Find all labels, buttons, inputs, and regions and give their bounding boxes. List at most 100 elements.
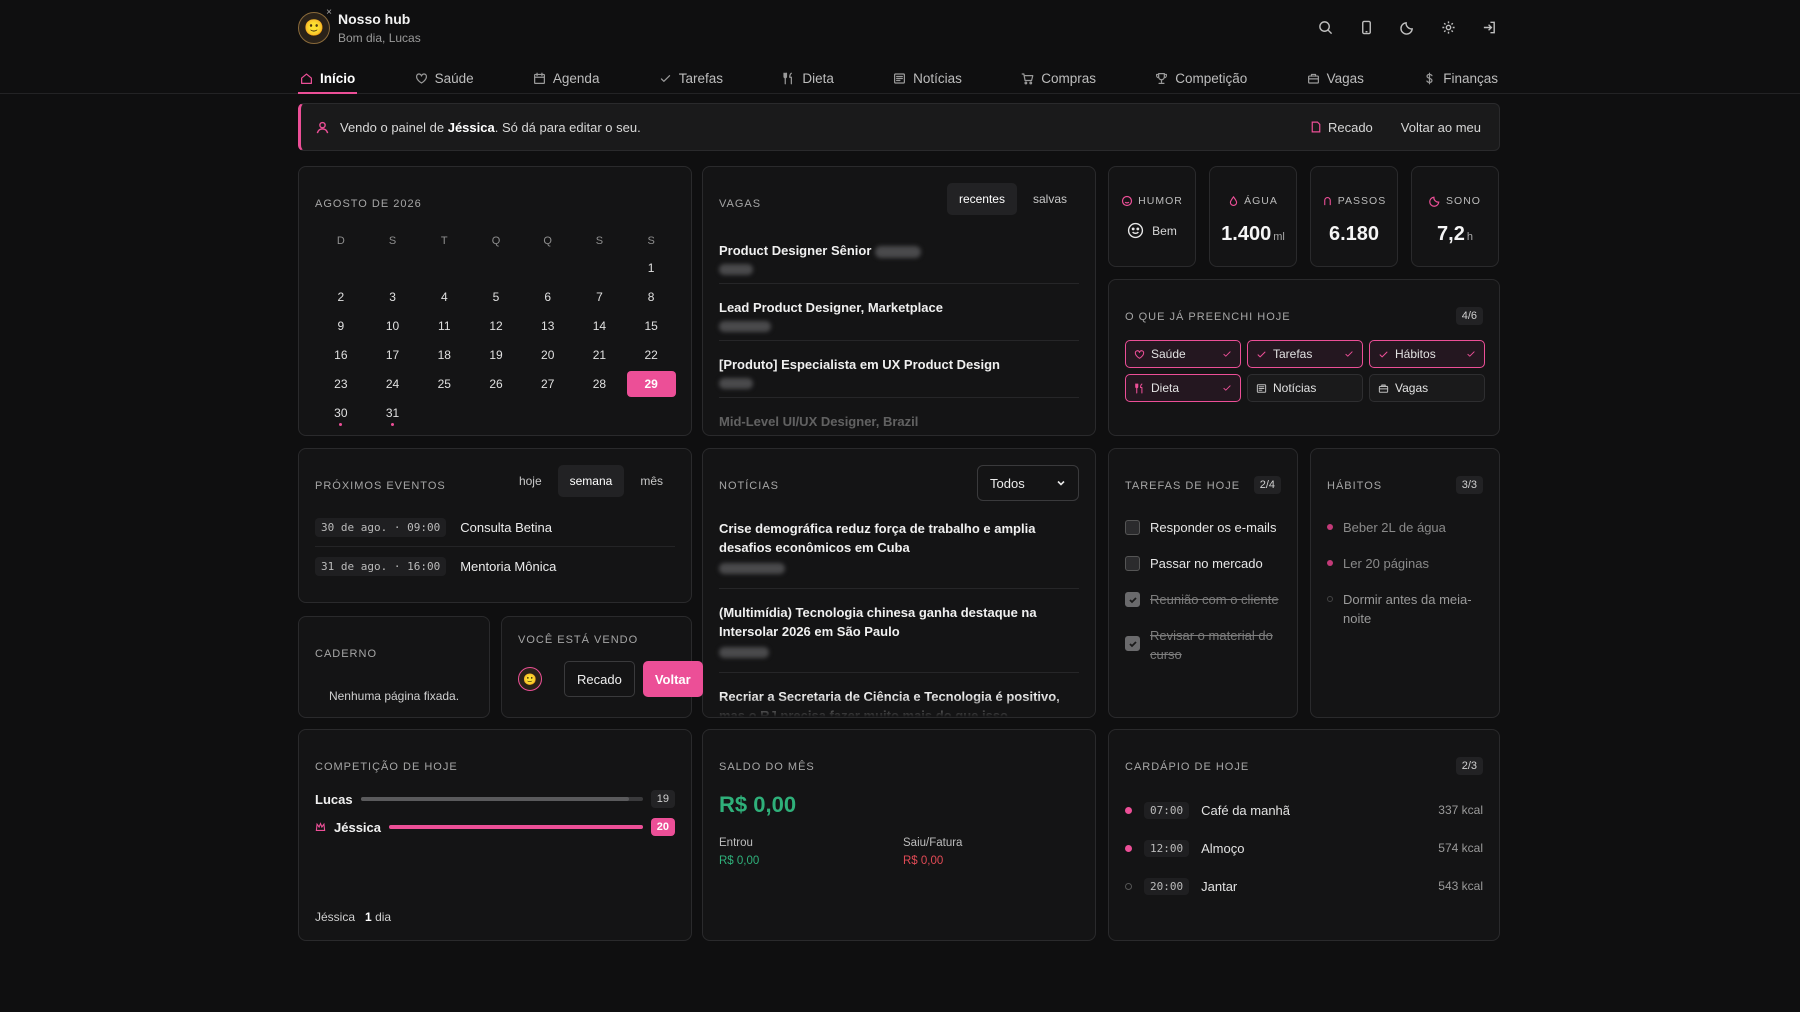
calendar-day[interactable]: 30 [315,398,367,427]
saldo-card: SALDO DO MÊS R$ 0,00 Entrou R$ 0,00 Saiu/… [702,729,1096,941]
habit-item[interactable]: Ler 20 páginas [1327,554,1483,573]
tab-agenda[interactable]: Agenda [531,62,602,94]
chip-dieta[interactable]: Dieta [1125,374,1241,402]
saldo-out-value: R$ 0,00 [903,855,944,867]
task-checkbox[interactable] [1125,520,1140,535]
search-icon[interactable] [1315,17,1336,38]
calendar-day[interactable]: 8 [647,289,655,304]
calendar-day[interactable]: 15 [644,318,658,333]
calendar-day[interactable]: 16 [334,347,348,362]
caderno-empty-text: Nenhuma página fixada. [328,689,460,703]
calendar-day[interactable]: 5 [492,289,500,304]
cardapio-card: CARDÁPIO DE HOJE 2/3 07:00 Café da manhã 3… [1108,729,1500,941]
calendar-day[interactable]: 13 [541,318,555,333]
calendar-day[interactable]: 7 [596,289,603,304]
phone-icon[interactable] [1356,17,1377,38]
calendar-day[interactable]: 6 [544,289,552,304]
meal-time: 20:00 [1144,877,1190,895]
habit-item[interactable]: Beber 2L de água [1327,518,1483,537]
calendar-day-today[interactable]: 29 [625,369,677,398]
calendar-day[interactable]: 21 [592,347,607,362]
calendar-day[interactable]: 18 [437,347,451,362]
calendar-day[interactable]: 12 [489,318,503,333]
stat-passos[interactable]: PASSOS 6.180 [1310,166,1398,267]
banner-recado-button[interactable]: Recado [1310,120,1373,135]
meal-item[interactable]: 12:00 Almoço 574 kcal [1125,838,1483,858]
meal-item[interactable]: 07:00 Café da manhã 337 kcal [1125,800,1483,820]
calendar-day[interactable]: 17 [385,347,400,362]
calendar-day[interactable]: 11 [438,318,451,333]
calendar-day[interactable]: 19 [489,347,503,362]
vendo-recado-button[interactable]: Recado [564,661,635,697]
tab-vagas[interactable]: Vagas [1305,62,1366,94]
calendar-day[interactable]: 27 [541,376,555,391]
calendar-day[interactable]: 9 [337,318,345,333]
chip-noticias[interactable]: Notícias [1247,374,1363,402]
stat-humor[interactable]: HUMOR Bem [1108,166,1196,267]
tab-mes[interactable]: mês [640,474,663,488]
calendar-day[interactable]: 10 [385,318,400,333]
moon-icon[interactable] [1397,17,1418,38]
banner-voltar-button[interactable]: Voltar ao meu [1400,119,1481,135]
habit-item[interactable]: Dormir antes da meia-noite [1327,590,1483,628]
calendar-day[interactable]: 1 [647,260,655,275]
check-icon [1222,383,1232,393]
list-item[interactable]: Mid-Level UI/UX Designer, Brazil [719,414,919,429]
calendar-day[interactable]: 31 [367,398,419,427]
chip-habitos[interactable]: Hábitos [1369,340,1485,368]
tab-salvas[interactable]: salvas [1032,192,1067,206]
calendar-empty-cell [574,253,626,282]
chip-vagas[interactable]: Vagas [1369,374,1485,402]
calendar-day[interactable]: 25 [437,376,451,391]
calendar-day[interactable]: 22 [644,347,658,362]
tab-noticias[interactable]: Notícias [891,62,964,94]
gear-icon[interactable] [1438,17,1459,38]
noticias-filter-select[interactable]: Todos [977,465,1079,501]
task-item[interactable]: Reunião com o cliente [1125,590,1281,609]
calendar-day[interactable]: 28 [592,376,607,391]
tab-tarefas[interactable]: Tarefas [657,62,725,94]
task-checkbox[interactable] [1125,592,1140,607]
stat-agua[interactable]: ÁGUA 1.400 ml [1209,166,1297,267]
task-item[interactable]: Revisar o material do curso [1125,626,1281,664]
preenchi-title: O QUE JÁ PREENCHI HOJE [1125,311,1291,323]
logout-icon[interactable] [1479,17,1500,38]
saldo-in-label: Entrou [719,837,753,849]
list-item[interactable]: Product Designer Sênior [719,227,1079,284]
list-item[interactable]: Crise demográfica reduz força de trabalh… [719,519,1079,590]
competition-row: Lucas 19 [315,790,675,808]
calendar-day[interactable]: 4 [440,289,448,304]
calendar-day[interactable]: 3 [389,289,396,304]
list-item[interactable]: [Produto] Especialista em UX Product Des… [719,341,1079,398]
brand[interactable]: 🙂 × Nosso hub Bom dia, Lucas [298,7,421,45]
tab-semana[interactable]: semana [557,465,625,497]
task-item[interactable]: Responder os e-mails [1125,518,1281,537]
list-item[interactable]: Lead Product Designer, Marketplace [719,284,1079,341]
vendo-voltar-button[interactable]: Voltar [642,661,703,697]
tab-competicao[interactable]: Competição [1153,62,1249,94]
event-time: 31 de ago. · 16:00 [315,556,447,576]
tab-compras[interactable]: Compras [1019,62,1098,94]
task-checkbox[interactable] [1125,556,1140,571]
task-item[interactable]: Passar no mercado [1125,554,1281,573]
tab-hoje[interactable]: hoje [518,474,542,488]
meal-item[interactable]: 20:00 Jantar 543 kcal [1125,876,1483,896]
tab-financas[interactable]: Finanças [1421,62,1500,94]
tab-recentes[interactable]: recentes [946,183,1017,215]
chip-saude[interactable]: Saúde [1125,340,1241,368]
calendar-day[interactable]: 14 [592,318,607,333]
stat-sono[interactable]: SONO 7,2 h [1411,166,1499,267]
calendar-day[interactable]: 2 [337,289,345,304]
tab-dieta[interactable]: Dieta [780,62,836,94]
calendar-day[interactable]: 24 [385,376,400,391]
list-item[interactable]: 30 de ago. · 09:00 Consulta Betina [315,509,675,547]
calendar-day[interactable]: 26 [489,376,503,391]
task-checkbox[interactable] [1125,636,1140,651]
tab-inicio[interactable]: Início [298,62,358,94]
calendar-day[interactable]: 20 [541,347,555,362]
list-item[interactable]: 31 de ago. · 16:00 Mentoria Mônica [315,547,675,585]
tab-saude[interactable]: Saúde [413,62,476,94]
calendar-day[interactable]: 23 [334,376,348,391]
chip-tarefas[interactable]: Tarefas [1247,340,1363,368]
list-item[interactable]: (Multimídia) Tecnologia chinesa ganha de… [719,603,1079,674]
